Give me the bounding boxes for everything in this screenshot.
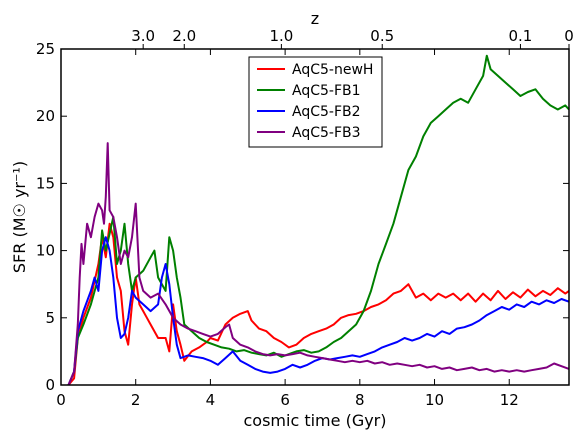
x-tick-label: 12 bbox=[500, 391, 519, 409]
x-tick-label: 0 bbox=[56, 391, 66, 409]
legend-label: AqC5-FB1 bbox=[292, 83, 361, 99]
top-tick-label: 0 bbox=[564, 27, 574, 45]
plot-frame bbox=[60, 48, 570, 386]
y-axis-title: SFR (M☉ yr⁻¹) bbox=[10, 161, 29, 273]
x-tick-label: 6 bbox=[280, 391, 290, 409]
y-tick-label: 0 bbox=[45, 376, 55, 394]
top-axis-title: z bbox=[311, 9, 319, 28]
series-line-aqc5-newh bbox=[67, 222, 570, 386]
y-tick-label: 5 bbox=[45, 309, 55, 327]
legend-label: AqC5-FB3 bbox=[292, 125, 361, 141]
x-axis: 0 2 4 6 8 10 12 bbox=[56, 49, 519, 409]
legend-label: AqC5-FB2 bbox=[292, 104, 361, 120]
top-tick-label: 1.0 bbox=[269, 27, 293, 45]
y-tick-label: 20 bbox=[36, 107, 55, 125]
y-tick-label: 15 bbox=[36, 174, 55, 192]
top-tick-label: 3.0 bbox=[131, 27, 155, 45]
top-tick-label: 2.0 bbox=[172, 27, 196, 45]
y-tick-label: 10 bbox=[36, 242, 55, 260]
plot-lines bbox=[67, 54, 570, 386]
series-line-aqc5-fb3 bbox=[67, 142, 570, 386]
top-tick-label: 0.1 bbox=[509, 27, 533, 45]
x-tick-label: 10 bbox=[425, 391, 444, 409]
series-line-aqc5-fb2 bbox=[67, 236, 570, 386]
y-tick-label: 25 bbox=[36, 40, 55, 58]
x-tick-label: 8 bbox=[355, 391, 365, 409]
x-tick-label: 4 bbox=[206, 391, 216, 409]
legend: AqC5-newH AqC5-FB1 AqC5-FB2 AqC5-FB3 bbox=[248, 56, 383, 148]
top-tick-label: 0.5 bbox=[370, 27, 394, 45]
legend-label: AqC5-newH bbox=[292, 62, 373, 78]
top-redshift-axis: 3.0 2.0 1.0 0.5 0.1 0 bbox=[131, 27, 574, 49]
series-line-aqc5-fb1 bbox=[67, 54, 570, 386]
x-axis-title: cosmic time (Gyr) bbox=[244, 411, 387, 430]
x-tick-label: 2 bbox=[131, 391, 141, 409]
y-axis: 0 5 10 15 20 25 bbox=[36, 40, 569, 394]
